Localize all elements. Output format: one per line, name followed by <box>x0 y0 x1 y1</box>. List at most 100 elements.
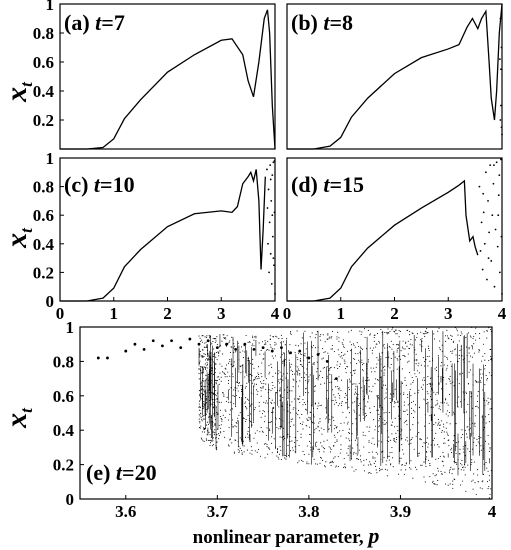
panel-e-dense-point <box>471 422 473 424</box>
panel-e-dense-point <box>341 402 343 404</box>
panel-e-dense-point <box>219 363 221 365</box>
panel-e-dense-point <box>268 373 270 375</box>
panel-e-dense-point <box>489 493 491 495</box>
panel-e-label-var: t <box>116 460 123 485</box>
panel-e-dense-point <box>461 333 463 335</box>
panel-e-dense-point <box>369 347 371 349</box>
panel-e-dense-point <box>199 422 201 424</box>
panel-e-dense-point <box>483 426 485 429</box>
panel-e-dense-point <box>436 391 438 393</box>
panel-e-dense-point <box>477 400 479 403</box>
panel-e-dense-point <box>443 364 445 366</box>
panel-e-dense-point <box>220 409 222 411</box>
panel-e-dense-point <box>218 424 220 427</box>
panel-e-dense-point <box>311 355 313 358</box>
panel-e-dense-point <box>243 445 245 447</box>
panel-e-dense-point <box>352 383 354 385</box>
panel-e-dense-point <box>375 366 377 368</box>
panel-e-dense-point <box>227 380 229 382</box>
panel-e-dense-point <box>297 345 299 347</box>
panel-e-dense-point <box>410 339 412 341</box>
panel-e-dense-point <box>424 335 426 337</box>
panel-e-dense-point <box>296 356 298 358</box>
panel-e-dense-point <box>348 378 350 380</box>
panel-e-dense-point <box>462 480 464 482</box>
panel-e-dense-point <box>337 392 339 395</box>
panel-e-dense-point <box>483 463 485 465</box>
panel-e-dense-point <box>291 440 293 442</box>
panel-e-dense-point <box>482 373 484 375</box>
panel-e-dense-point <box>261 382 263 384</box>
panel-e-dense-point <box>394 438 396 440</box>
panel-d-chaos-point <box>498 271 501 274</box>
panel-e-dense-point <box>229 438 231 440</box>
panel-e-dense-point <box>283 352 285 354</box>
panel-e-dense-point <box>256 393 258 395</box>
panel-e-dense-point <box>374 334 376 336</box>
panel-e-dense-point <box>483 331 485 333</box>
panel-e-dense-point <box>276 449 279 451</box>
panel-e-dense-point <box>326 416 328 418</box>
panel-e-dense-point <box>446 433 449 435</box>
panel-e-dense-point <box>233 343 235 345</box>
panel-e-dense-point <box>284 455 286 457</box>
panel-e-dense-point <box>218 383 220 385</box>
panel-e-dense-point <box>414 392 416 394</box>
panel-e-dense-point <box>272 384 274 387</box>
panel-e-dense-point <box>299 359 301 361</box>
panel-e-dense-point <box>263 401 265 403</box>
panel-e-dense-point <box>236 422 238 424</box>
panel-e-dense-point <box>210 439 212 441</box>
panel-e-dense-point <box>268 421 270 424</box>
panel-e-data-point <box>215 346 219 350</box>
panel-e-y-tick-label: 1 <box>66 318 75 337</box>
panel-e-dense-point <box>388 436 390 438</box>
panel-e-dense-point <box>236 387 238 389</box>
panel-e-dense-point <box>305 425 307 427</box>
panel-e-dense-point <box>358 414 360 416</box>
panel-e-dense-point <box>386 332 388 334</box>
panel-d-chaos-point <box>492 182 495 185</box>
panel-e-dense-point <box>447 434 449 436</box>
panel-e-dense-point <box>453 385 455 387</box>
panel-e-dense-point <box>450 466 452 469</box>
panel-e-dense-point <box>437 423 439 425</box>
panel-e-dense-point <box>381 387 383 389</box>
panel-e-dense-point <box>214 405 216 407</box>
panel-e-dense-point <box>470 392 472 394</box>
panel-e-dense-point <box>397 344 400 346</box>
panel-e-dense-point <box>317 405 319 407</box>
panel-e-dense-point <box>234 387 236 389</box>
panel-e-dense-point <box>407 394 409 396</box>
panel-e-label: (e) t=20 <box>86 460 157 485</box>
panel-d-x-tick-label: 2 <box>390 304 399 323</box>
panel-e-dense-point <box>471 448 473 450</box>
panel-e-dense-point <box>331 336 333 338</box>
panel-e-dense-point <box>380 356 382 358</box>
panel-c-chaos-point <box>270 282 273 285</box>
panel-e-dense-point <box>202 369 205 371</box>
panel-e-dense-point <box>254 450 256 452</box>
panel-e-dense-point <box>404 348 406 350</box>
panel-e-dense-point <box>410 383 412 385</box>
panel-e-dense-point <box>218 433 220 435</box>
panel-e-dense-point <box>414 349 416 351</box>
panel-e-dense-point <box>378 413 380 415</box>
panel-e-dense-point <box>284 359 286 361</box>
panel-e-dense-point <box>287 410 289 412</box>
panel-e-dense-point <box>382 384 384 386</box>
panel-e-dense-point <box>212 444 214 446</box>
panel-e-dense-point <box>227 444 229 446</box>
panel-e-dense-point <box>265 434 267 437</box>
panel-e-dense-point <box>488 372 490 374</box>
panel-e-dense-point <box>462 434 464 436</box>
panel-e-dense-point <box>218 434 220 437</box>
panel-e-dense-point <box>479 373 481 375</box>
panel-e-dense-point <box>276 450 279 452</box>
panel-e-dense-point <box>251 424 253 426</box>
panel-e-dense-point <box>487 403 489 405</box>
panel-e-dense-point <box>389 367 391 369</box>
panel-e-data-point <box>206 339 210 343</box>
panel-e-dense-point <box>261 362 263 364</box>
